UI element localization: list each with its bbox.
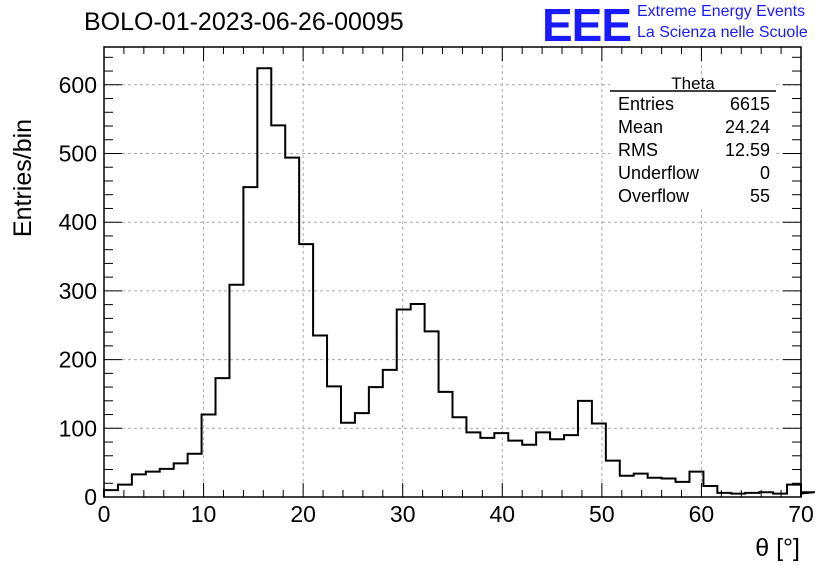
plot-frame: [103, 46, 802, 498]
stats-box-title: Theta: [671, 74, 715, 93]
y-tick-label: 400: [59, 209, 97, 235]
stats-value: 0: [760, 163, 770, 183]
stats-label: RMS: [618, 140, 658, 160]
stats-value: 6615: [730, 94, 770, 114]
x-tick-label: 70: [788, 501, 814, 527]
x-tick-label: 0: [98, 501, 111, 527]
x-tick-label: 50: [589, 501, 615, 527]
histogram-line: [103, 67, 816, 497]
x-axis-label: θ [°]: [755, 534, 800, 562]
stats-box: Theta Entries 6615 Mean 24.24 RMS 12.59 Underf…: [610, 74, 776, 208]
x-tick-label: 20: [290, 501, 316, 527]
y-tick-label: 100: [59, 415, 97, 441]
stats-label: Underflow: [618, 163, 700, 183]
stats-label: Entries: [618, 94, 674, 114]
stats-rows: Entries 6615 Mean 24.24 RMS 12.59 Underflow 0 Ov…: [618, 94, 770, 206]
y-tick-label: 300: [59, 278, 97, 304]
x-tick-labels: 0 10 20 30 40 50 60 70: [98, 501, 814, 527]
stats-value: 55: [750, 186, 770, 206]
stats-label: Overflow: [618, 186, 690, 206]
logo-text-line2: La Scienza nelle Scuole: [637, 24, 808, 41]
x-tick-label: 40: [489, 501, 515, 527]
stats-box-bg: [610, 78, 776, 208]
x-tick-label: 60: [689, 501, 715, 527]
logo-text-line1: Extreme Energy Events: [637, 3, 806, 20]
y-axis-label: Entries/bin: [9, 119, 37, 237]
y-tick-label: 500: [59, 140, 97, 166]
chart-title: BOLO-01-2023-06-26-00095: [84, 8, 404, 36]
y-tick-label: 0: [84, 484, 97, 510]
y-tick-label: 600: [59, 72, 97, 98]
grid-lines: [104, 47, 801, 497]
x-tick-label: 30: [390, 501, 416, 527]
x-tick-label: 10: [191, 501, 217, 527]
stats-value: 12.59: [725, 140, 770, 160]
axis-ticks: [103, 47, 802, 498]
y-tick-labels: 0 100 200 300 400 500 600: [59, 72, 97, 510]
eee-logo: EEE: [542, 0, 632, 51]
stats-value: 24.24: [725, 117, 770, 137]
y-tick-label: 200: [59, 347, 97, 373]
stats-label: Mean: [618, 117, 663, 137]
